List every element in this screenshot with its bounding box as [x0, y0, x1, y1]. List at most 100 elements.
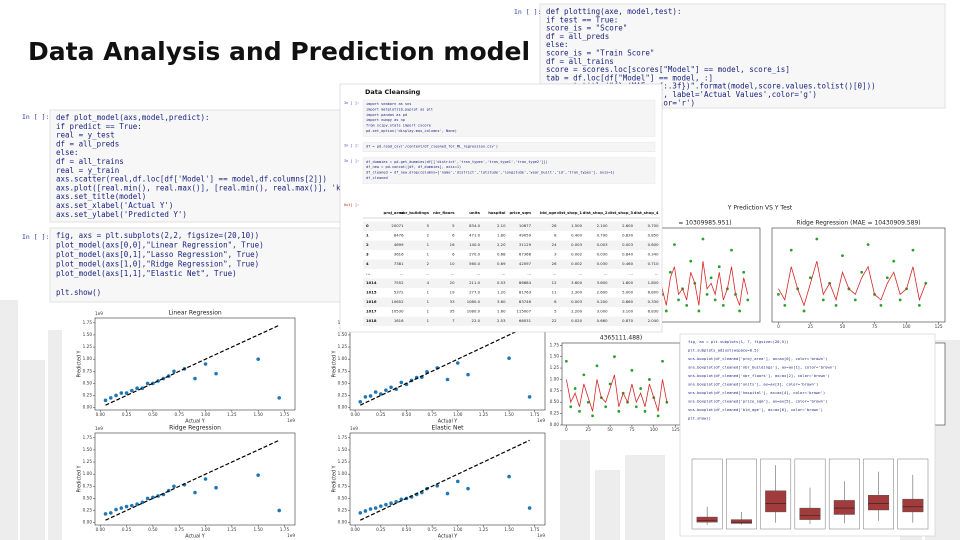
point [203, 362, 208, 366]
x-tick-label: 1.25 [479, 412, 489, 417]
actual-point [685, 304, 689, 307]
box [902, 498, 924, 513]
code-line: real = y_test [56, 131, 115, 140]
actual-point [713, 298, 717, 302]
table-cell: 3 [554, 252, 557, 257]
table-cell: 1080.0 [467, 299, 481, 304]
table-cell: ... [502, 271, 506, 276]
y-tick-label: 1.00 [550, 376, 560, 381]
table-cell: 4 [427, 280, 430, 285]
table-cell: 2.600 [597, 290, 608, 295]
y-tick-label: 1.50 [338, 447, 348, 452]
table-cell: 0.840 [622, 252, 633, 257]
actual-point [608, 382, 612, 386]
code-line: plt.show() [688, 416, 711, 421]
code-line: else: [546, 40, 569, 49]
x-tick-label: 125 [935, 324, 943, 329]
table-cell: 0.330 [648, 299, 659, 304]
x-offset: 1e9 [537, 418, 545, 423]
point [124, 391, 129, 395]
table-cell: 81763 [519, 290, 532, 295]
table-cell: 560.0 [469, 261, 480, 266]
table-cell: 10 [450, 261, 455, 266]
table-cell: 0.002 [571, 261, 582, 266]
point [455, 479, 460, 484]
actual-point [777, 292, 780, 296]
cell-prompt: Out[ ]: [344, 203, 359, 207]
table-header: units [469, 210, 481, 215]
table-cell: 0.460 [622, 261, 633, 266]
actual-point [595, 364, 599, 368]
box [696, 516, 718, 523]
x-tick-label: 1.25 [479, 527, 489, 532]
x-tick-label: 1.25 [227, 412, 237, 417]
table-cell: 7381 [394, 261, 404, 266]
code-line: import numpy as np [366, 118, 405, 122]
cell-prompt: In [ ]: [344, 101, 359, 105]
y-tick-label: 1.00 [338, 356, 348, 361]
code-line: sns.boxplot(df_cleaned['proj_area'], ax=… [688, 356, 827, 361]
code-line: ...c[:,1])), tab.iloc[:,1], label='Actua… [546, 90, 817, 99]
x-offset: 1e9 [537, 533, 545, 538]
code-cell [49, 109, 346, 223]
cell-prompt: In [ ]: [22, 233, 49, 241]
y-tick-label: 1.75 [83, 320, 93, 325]
table-cell: 8476 [394, 233, 404, 238]
table-header: bld_age [540, 210, 557, 215]
code-cell [49, 227, 346, 303]
row-stripe [363, 316, 660, 326]
table-cell: 11 [552, 290, 557, 295]
cell-prompt: In [ ]: [514, 8, 541, 16]
point [119, 391, 124, 395]
table-cell: 22 [552, 318, 557, 323]
table-cell: 2.040 [648, 318, 659, 323]
code-line: df_new = pd.concat([df, df_dummies], axi… [366, 165, 461, 169]
point [214, 485, 218, 490]
y-tick-label: 1.75 [338, 435, 348, 440]
point [389, 501, 393, 506]
table-cell: 83746 [519, 299, 532, 304]
predicted-line [653, 261, 749, 306]
y-tick-label: 0.50 [83, 380, 93, 385]
table-cell: 1.20 [497, 290, 506, 295]
y-tick-label: 0.25 [338, 507, 348, 512]
code-line: real = y_train [56, 166, 119, 175]
y-tick-label: 0.25 [338, 392, 348, 397]
actual-point [689, 259, 693, 263]
actual-point [586, 400, 590, 404]
table-header: dist_shop_1 [557, 210, 582, 215]
table-cell: 0.660 [622, 299, 633, 304]
point [384, 502, 388, 507]
x-tick-label: 25 [586, 427, 592, 432]
code-line: sns.boxplot(df_cleaned['hospital'], ax=a… [688, 390, 825, 395]
table-cell: 6 [554, 299, 557, 304]
x-tick-label: 1.50 [253, 527, 263, 532]
table-cell: 5372 [394, 290, 404, 295]
table-cell: 10652 [391, 299, 404, 304]
y-tick-label: 0.25 [83, 392, 93, 397]
reference-line [105, 439, 280, 521]
table-cell: 1 [427, 252, 430, 257]
panel [679, 333, 936, 537]
actual-point [841, 254, 844, 258]
code-line: if test == True: [546, 15, 618, 24]
y-tick-label: 0.00 [338, 520, 348, 525]
code-line: score_is = "Train Score" [546, 49, 654, 58]
x-axis-label: Actual Y [438, 534, 458, 540]
x-tick-label: 0.50 [402, 527, 412, 532]
chart-title: Linear Regression [168, 310, 222, 317]
table-header: dist_shop_4 [634, 210, 659, 215]
reference-line [360, 324, 530, 406]
row-stripe [363, 297, 660, 307]
notebook-panel: Data Cleansing In [ ]: import seaborn as s… [339, 83, 663, 333]
y-tick-label: 1.25 [550, 365, 560, 370]
y-axis-label: Predicted Y [332, 465, 338, 492]
actual-point [648, 378, 651, 381]
actual-point [604, 405, 608, 409]
table-cell: 0.003 [622, 242, 633, 247]
actual-point [613, 355, 616, 359]
code-line: df = all_trains [56, 157, 124, 166]
chart-title: 4365111.488) [600, 335, 642, 342]
point [373, 390, 378, 394]
actual-point [578, 409, 581, 413]
